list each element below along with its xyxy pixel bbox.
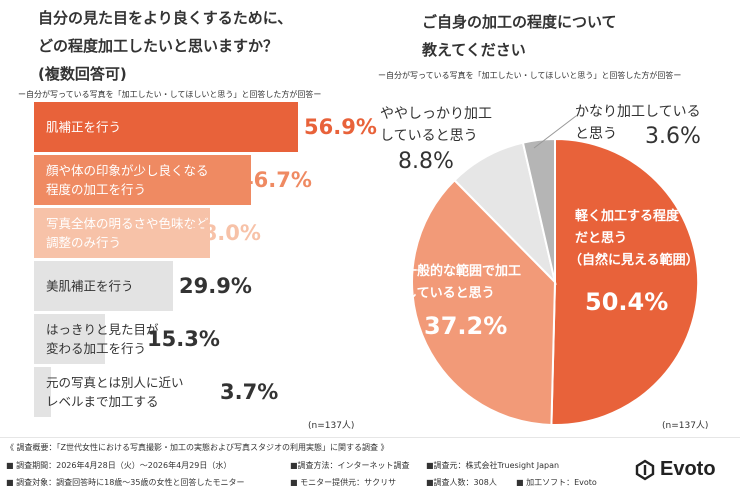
left-title-line: 自分の見た目をより良くするために、 bbox=[38, 9, 293, 27]
pie-value-heavy: 3.6% bbox=[645, 124, 701, 149]
pie-label-line: だと思う bbox=[575, 231, 628, 246]
bar bbox=[34, 261, 173, 311]
bar bbox=[34, 367, 51, 417]
pie-label-line: と思う bbox=[575, 126, 617, 142]
bar-category-label: はっきりと見た目が 変わる加工を行う bbox=[46, 320, 159, 358]
pie-value-light: 50.4% bbox=[585, 288, 669, 316]
pie-slice bbox=[550, 137, 700, 425]
pie-slice bbox=[411, 178, 557, 425]
pie-label-heavy: かなり加工している と思う bbox=[575, 101, 701, 145]
footer-software: ■ 加工ソフト：Evoto bbox=[516, 478, 597, 487]
bar-category-label: 元の写真とは別人に近い レベルまで加工する bbox=[46, 373, 184, 411]
footer-count: ■調査人数：308人 bbox=[426, 478, 497, 487]
bar-category-line: 程度の加工を行う bbox=[46, 182, 147, 197]
bar-value-label: 38.0% bbox=[188, 221, 261, 245]
bar-category-line: はっきりと見た目が bbox=[46, 322, 159, 337]
left-subheading: ー自分が写っている写真を「加工したい・してほしいと思う」と回答した方が回答ー bbox=[18, 90, 322, 99]
left-title-line: (複数回答可) bbox=[38, 65, 127, 83]
bar-category-line: レベルまで加工する bbox=[46, 394, 159, 409]
pie-label-general: 一般的な範囲で加工 していると思う bbox=[404, 261, 521, 305]
pie-label-line: していると思う bbox=[380, 128, 478, 144]
bar-value-label: 3.7% bbox=[220, 380, 279, 404]
bar bbox=[34, 314, 105, 364]
footer-survey-title: 《 調査概要：「Z世代女性における写真撮影・加工の実態および写真スタジオの利用実… bbox=[6, 443, 389, 452]
pie-label-light: 軽く加工する程度 だと思う （自然に見える範囲） bbox=[569, 206, 699, 272]
bar-category-line: 元の写真とは別人に近い bbox=[46, 375, 184, 390]
evoto-logo-text: Evoto bbox=[660, 458, 716, 480]
left-chart-title: 自分の見た目をより良くするために、 どの程度加工したいと思いますか？ (複数回答… bbox=[38, 4, 358, 88]
bar bbox=[34, 155, 251, 205]
pie-value-fairly: 8.8% bbox=[398, 149, 454, 174]
bar-chart: 肌補正を行う 56.9% 顔や体の印象が少し良くなる 程度の加工を行う 46.7% 写真全… bbox=[34, 102, 377, 417]
bar-category-label: 肌補正を行う bbox=[46, 118, 121, 137]
pie-label-line: していると思う bbox=[404, 286, 495, 301]
pie-label-line: かなり加工している bbox=[575, 104, 701, 120]
bar-category-line: 調整のみ行う bbox=[46, 235, 122, 250]
heavy-leader-line bbox=[533, 115, 577, 149]
pie-label-line: （自然に見える範囲） bbox=[569, 253, 699, 268]
pie-label-line: ややしっかり加工 bbox=[380, 106, 492, 122]
pie-value-general: 37.2% bbox=[424, 312, 508, 340]
left-title-line: どの程度加工したいと思いますか？ bbox=[38, 37, 279, 55]
bar-category-label: 顔や体の印象が少し良くなる 程度の加工を行う bbox=[46, 161, 209, 199]
footer-period: ■ 調査期間：2026年4月28日（火）～2026年4月29日（水） bbox=[6, 461, 232, 470]
left-n-label: (n=137人) bbox=[308, 421, 355, 431]
bar-category-line: 変わる加工を行う bbox=[46, 341, 147, 356]
pie-label-line: 一般的な範囲で加工 bbox=[404, 264, 522, 279]
footer-divider bbox=[0, 437, 740, 438]
evoto-logo-icon bbox=[635, 459, 655, 480]
right-chart-title: ご自身の加工の程度について 教えてください bbox=[422, 8, 722, 64]
right-title-line: ご自身の加工の程度について bbox=[422, 13, 617, 31]
pie-chart bbox=[411, 137, 700, 425]
bar-category-label: 写真全体の明るさや色味などの 調整のみ行う bbox=[46, 214, 221, 252]
bar-category-label: 美肌補正を行う bbox=[46, 277, 134, 296]
evoto-logo: Evoto bbox=[634, 458, 716, 481]
pie-label-fairly: ややしっかり加工 していると思う bbox=[380, 103, 492, 147]
bar-category-line: 写真全体の明るさや色味などの bbox=[46, 216, 222, 231]
bar-value-label: 15.3% bbox=[147, 327, 220, 351]
bar bbox=[34, 102, 298, 152]
bar-value-label: 56.9% bbox=[304, 115, 377, 139]
bar-value-label: 46.7% bbox=[239, 168, 312, 192]
bar-category-line: 肌補正を行う bbox=[46, 119, 122, 135]
footer-target: ■ 調査対象：調査回答時に18歳～35歳の女性と回答したモニター bbox=[6, 478, 245, 487]
right-subheading: ー自分が写っている写真を「加工したい・してほしいと思う」と回答した方が回答ー bbox=[378, 71, 682, 80]
right-n-label: (n=137人) bbox=[662, 421, 709, 431]
footer-source: ■調査元：株式会社Truesight Japan bbox=[426, 461, 560, 470]
bar-category-line: 美肌補正を行う bbox=[46, 278, 134, 294]
right-title-line: 教えてください bbox=[422, 41, 526, 59]
bar bbox=[34, 208, 210, 258]
bar-value-label: 29.9% bbox=[179, 274, 252, 298]
pie-slice bbox=[521, 137, 556, 283]
bar-category-line: 顔や体の印象が少し良くなる bbox=[46, 163, 209, 178]
pie-label-line: 軽く加工する程度 bbox=[575, 209, 680, 224]
footer-method: ■調査方法：インターネット調査 bbox=[290, 461, 410, 470]
footer-monitor: ■ モニター提供元：サクリサ bbox=[290, 478, 397, 487]
